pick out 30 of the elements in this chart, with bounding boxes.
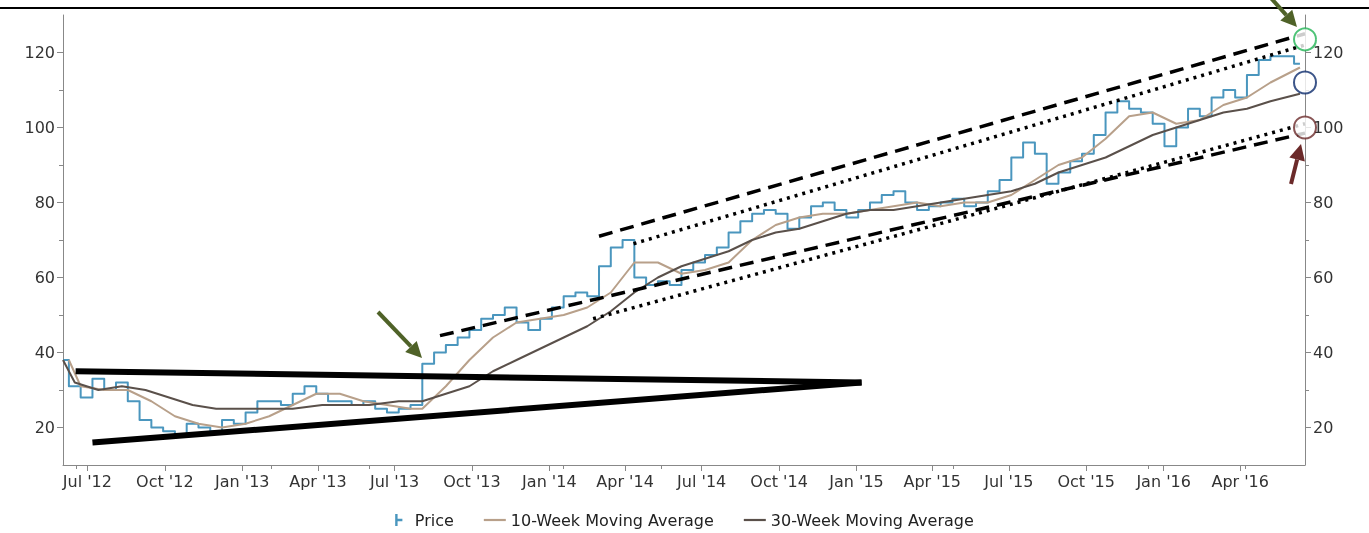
x-tick-label: Apr '15 [903, 471, 961, 491]
x-tick-label: Apr '16 [1211, 471, 1269, 491]
x-tick-label: Oct '15 [1057, 471, 1115, 491]
y-tick-label: 60 [34, 268, 55, 287]
x-tick-label: Jan '15 [828, 471, 884, 491]
y-tick-label: 80 [34, 193, 55, 212]
legend-label: 10-Week Moving Average [510, 510, 714, 530]
x-tick-label: Jan '13 [213, 471, 270, 491]
y-tick-label: 120 [24, 43, 55, 62]
x-tick-label: Jul '12 [61, 471, 112, 491]
legend-label: 30-Week Moving Average [770, 510, 974, 530]
y2-tick-label: 40 [1313, 343, 1334, 362]
y-tick-label: 100 [24, 118, 55, 137]
x-tick-label: Jul '13 [368, 471, 420, 491]
y2-tick-label: 80 [1313, 193, 1334, 212]
y-tick-label: 40 [34, 343, 55, 362]
y2-tick-label: 60 [1313, 268, 1334, 287]
x-tick-label: Apr '14 [596, 471, 654, 491]
y2-tick-label: 20 [1313, 418, 1334, 437]
x-tick-label: Oct '13 [443, 471, 501, 491]
x-tick-label: Apr '13 [289, 471, 347, 491]
x-tick-label: Jul '15 [983, 471, 1034, 491]
x-tick-label: Jan '16 [1135, 471, 1191, 491]
y2-tick-label: 120 [1313, 43, 1344, 62]
x-tick-label: Jan '14 [521, 471, 577, 491]
x-tick-label: Oct '12 [136, 471, 194, 491]
legend-label: Price [414, 510, 454, 530]
y-tick-label: 20 [34, 418, 55, 437]
x-tick-label: Jul '14 [676, 471, 727, 491]
x-tick-label: Oct '14 [750, 471, 808, 491]
